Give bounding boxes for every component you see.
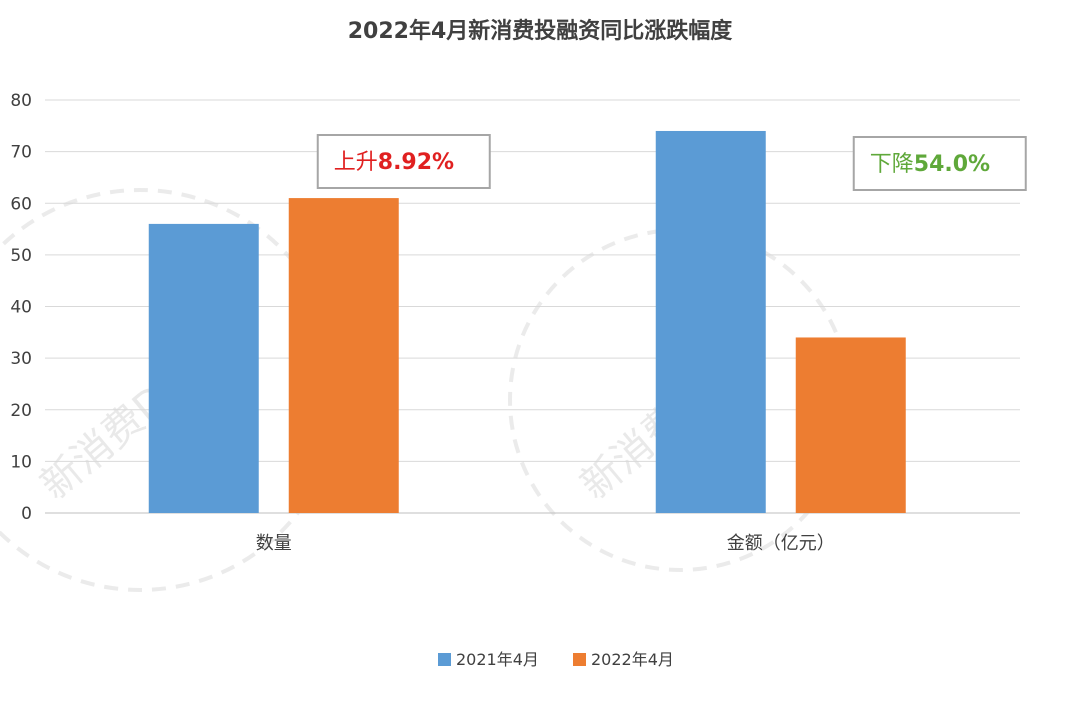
legend-swatch [573, 653, 586, 666]
y-tick-label: 30 [10, 349, 32, 369]
y-tick-label: 80 [10, 91, 32, 111]
x-axis: 数量 金额（亿元） [256, 533, 835, 554]
callout-prefix: 下降 [870, 152, 914, 177]
callout-text: 上升8.92% [334, 150, 454, 175]
callout-text: 下降54.0% [870, 152, 990, 177]
legend-label: 2022年4月 [591, 650, 674, 669]
legend-label: 2021年4月 [456, 650, 539, 669]
y-tick-label: 40 [10, 298, 32, 318]
x-category-label: 金额（亿元） [727, 533, 835, 554]
bar-2-1 [288, 198, 399, 513]
callout-value: 54.0% [914, 152, 990, 177]
bar-1-2 [655, 130, 766, 513]
y-tick-label: 20 [10, 401, 32, 421]
bars [148, 130, 906, 513]
bar-1-1 [148, 223, 259, 513]
callout-border [852, 136, 1027, 191]
legend: 2021年4月 2022年4月 [438, 650, 674, 669]
chart-title: 2022年4月新消费投融资同比涨跌幅度 [348, 18, 734, 44]
y-tick-label: 70 [10, 143, 32, 163]
bar-2-2 [795, 337, 906, 513]
callout-prefix: 上升 [334, 150, 378, 175]
y-tick-label: 50 [10, 246, 32, 266]
legend-swatch [438, 653, 451, 666]
callout-box: 下降54.0% [852, 136, 1027, 191]
x-category-label: 数量 [256, 533, 292, 554]
y-axis: 0 10 20 30 40 50 60 70 80 [10, 91, 32, 524]
callout-value: 8.92% [378, 150, 454, 175]
callout-border [316, 134, 491, 189]
annotations: 上升8.92% 下降54.0% [316, 134, 1027, 191]
y-tick-label: 0 [21, 504, 32, 524]
y-tick-label: 60 [10, 194, 32, 214]
y-tick-label: 10 [10, 452, 32, 472]
callout-box: 上升8.92% [316, 134, 491, 189]
